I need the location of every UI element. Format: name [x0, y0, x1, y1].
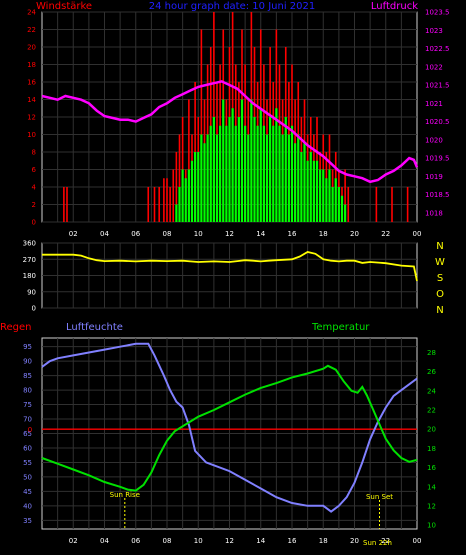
- wind-speed-tick-label: 14: [27, 96, 36, 104]
- pressure-tick-label: 1022.5: [425, 45, 450, 53]
- wind-speed-tick-label: 22: [27, 26, 36, 34]
- humidity-tick-label: 55: [23, 459, 32, 467]
- pressure-tick-label: 1019: [425, 173, 443, 181]
- compass-label: N: [436, 241, 443, 252]
- wind-direction-line: [42, 251, 418, 282]
- compass-label: W: [435, 257, 445, 268]
- temperature-tick-label: 28: [427, 349, 436, 357]
- temperature-tick-label: 26: [427, 368, 436, 376]
- hour-tick-label: 12: [225, 537, 234, 545]
- humidity-tick-label: 75: [23, 401, 32, 409]
- humidity-tick-label: 40: [23, 502, 32, 510]
- pressure-tick-label: 1018.5: [425, 191, 450, 199]
- pressure-tick-label: 1021: [425, 100, 443, 108]
- temperature-tick-label: 20: [427, 426, 436, 434]
- pressure-tick-label: 1019.5: [425, 155, 450, 163]
- header-center-label: 24 hour graph date: 10 Juni 2021: [149, 1, 315, 12]
- wind-speed-tick-label: 8: [32, 149, 36, 157]
- pressure-tick-label: 1023: [425, 27, 443, 35]
- hour-tick-label: 04: [100, 537, 109, 545]
- humidity-tick-label: 65: [23, 430, 32, 438]
- humidity-tick-label: 50: [23, 473, 32, 481]
- sun-set-time-label: Sun 22h: [363, 539, 392, 547]
- humidity-label: Luftfeuchte: [66, 322, 123, 333]
- hour-tick-label: 00: [413, 230, 422, 238]
- hour-tick-label: 20: [350, 230, 359, 238]
- temperature-tick-label: 16: [427, 464, 436, 472]
- hour-tick-label: 12: [225, 230, 234, 238]
- hour-tick-label: 08: [163, 230, 172, 238]
- temperature-tick-label: 10: [427, 522, 436, 530]
- sun-set-label: Sun Set: [366, 493, 393, 501]
- direction-tick-label: 0: [32, 305, 36, 313]
- sun-rise-label: Sun Rise: [110, 491, 140, 499]
- temperature-line: [41, 364, 418, 492]
- wind-speed-tick-label: 20: [27, 44, 36, 52]
- hour-tick-label: 04: [100, 230, 109, 238]
- wind-speed-tick-label: 2: [32, 201, 36, 209]
- humidity-tick-label: 70: [23, 416, 32, 424]
- hour-tick-label: 22: [381, 230, 390, 238]
- direction-tick-label: 270: [23, 256, 36, 264]
- hour-tick-label: 16: [288, 537, 297, 545]
- pressure-tick-label: 1022: [425, 63, 443, 71]
- compass-label: S: [437, 273, 443, 284]
- pressure-tick-label: 1018: [425, 209, 443, 217]
- compass-label: N: [436, 305, 443, 316]
- pressure-tick-label: 1020.5: [425, 118, 450, 126]
- wind-speed-tick-label: 0: [32, 219, 36, 227]
- humidity-line: [41, 342, 418, 513]
- humidity-tick-label: 35: [23, 517, 32, 525]
- hour-tick-label: 02: [69, 537, 78, 545]
- wind-speed-tick-label: 6: [32, 166, 37, 174]
- pressure-line: [41, 80, 419, 184]
- humidity-tick-label: 95: [23, 343, 32, 351]
- wind-speed-tick-label: 18: [27, 61, 36, 69]
- hour-tick-label: 06: [131, 537, 140, 545]
- hour-tick-label: 02: [69, 230, 78, 238]
- direction-tick-label: 90: [27, 288, 36, 296]
- hour-tick-label: 16: [288, 230, 297, 238]
- hour-tick-label: 14: [256, 230, 265, 238]
- compass-label: O: [436, 289, 444, 300]
- hour-tick-label: 06: [131, 230, 140, 238]
- wind-speed-tick-label: 10: [27, 131, 36, 139]
- hour-tick-label: 08: [163, 537, 172, 545]
- hour-tick-label: 20: [350, 537, 359, 545]
- humidity-tick-label: 85: [23, 372, 32, 380]
- hour-tick-label: 18: [319, 230, 328, 238]
- pressure-tick-label: 1023.5: [425, 9, 450, 17]
- temperature-tick-label: 12: [427, 502, 436, 510]
- header-left-label: Windstärke: [36, 1, 92, 12]
- temperature-label: Temperatur: [311, 322, 370, 333]
- humidity-tick-label: 45: [23, 488, 32, 496]
- header-right-label: Luftdruck: [371, 1, 418, 12]
- temperature-tick-label: 18: [427, 445, 436, 453]
- wind-speed-tick-label: 16: [27, 79, 36, 87]
- direction-tick-label: 180: [23, 272, 36, 280]
- rain-label: Regen: [0, 322, 32, 333]
- hour-tick-label: 22: [381, 537, 390, 545]
- wind-speed-tick-label: 24: [27, 9, 36, 17]
- hour-tick-label: 18: [319, 537, 328, 545]
- wind-speed-tick-label: 4: [32, 184, 37, 192]
- hour-tick-label: 00: [413, 537, 422, 545]
- humidity-tick-label: 80: [23, 387, 32, 395]
- humidity-tick-label: 60: [23, 444, 32, 452]
- direction-tick-label: 360: [23, 240, 36, 248]
- temperature-tick-label: 22: [427, 406, 436, 414]
- hour-tick-label: 10: [194, 537, 203, 545]
- pressure-tick-label: 1020: [425, 136, 443, 144]
- pressure-tick-label: 1021.5: [425, 82, 450, 90]
- rain-axis-label: 0: [28, 426, 32, 434]
- hour-tick-label: 10: [194, 230, 203, 238]
- temperature-tick-label: 24: [427, 387, 436, 395]
- hour-tick-label: 14: [256, 537, 265, 545]
- humidity-tick-label: 90: [23, 358, 32, 366]
- temperature-tick-label: 14: [427, 483, 436, 491]
- wind-speed-tick-label: 12: [27, 114, 36, 122]
